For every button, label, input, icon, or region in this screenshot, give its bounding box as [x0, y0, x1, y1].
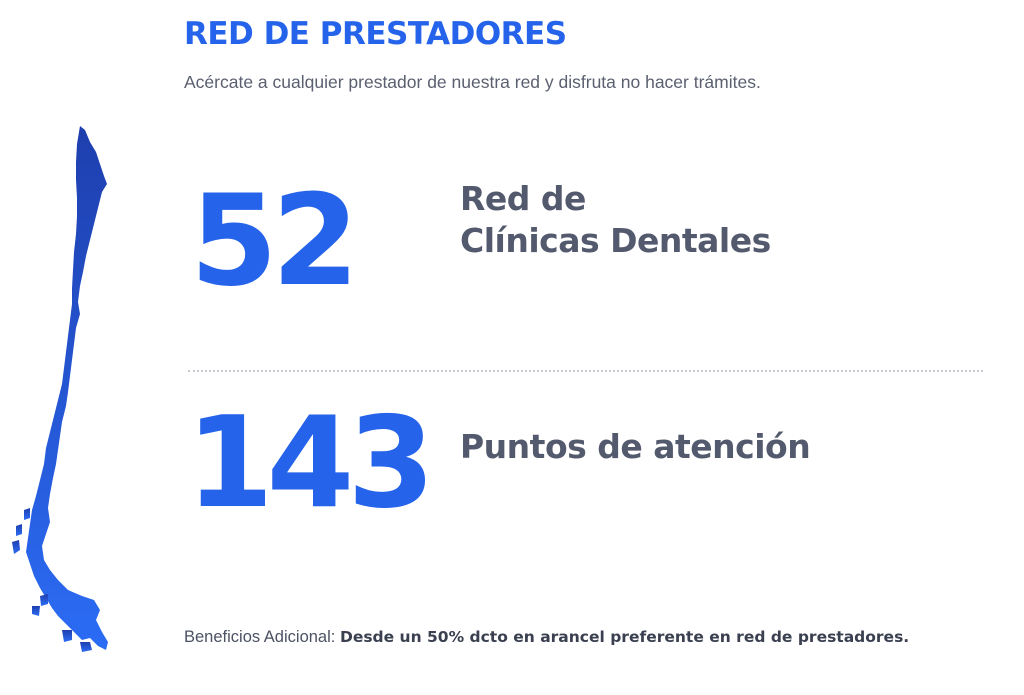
clinics-count: 52: [190, 167, 359, 314]
chile-map-icon: [12, 126, 108, 652]
clinics-label-line2: Clínicas Dentales: [460, 221, 771, 260]
clinics-label: Red de Clínicas Dentales: [460, 178, 771, 262]
footer-text: Desde un 50% dcto en arancel preferente …: [339, 628, 910, 646]
clinics-label-line1: Red de: [460, 179, 586, 218]
footer-benefits: Beneficios Adicional: Desde un 50% dcto …: [184, 628, 909, 647]
divider: [188, 370, 983, 372]
points-label: Puntos de atención: [460, 427, 811, 466]
footer-label: Beneficios Adicional:: [184, 628, 336, 646]
points-count: 143: [186, 389, 435, 536]
page-title: RED DE PRESTADORES: [184, 16, 567, 52]
page-subtitle: Acércate a cualquier prestador de nuestr…: [184, 72, 761, 92]
